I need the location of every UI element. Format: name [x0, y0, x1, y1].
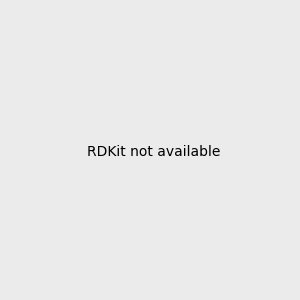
- Text: RDKit not available: RDKit not available: [87, 145, 220, 158]
